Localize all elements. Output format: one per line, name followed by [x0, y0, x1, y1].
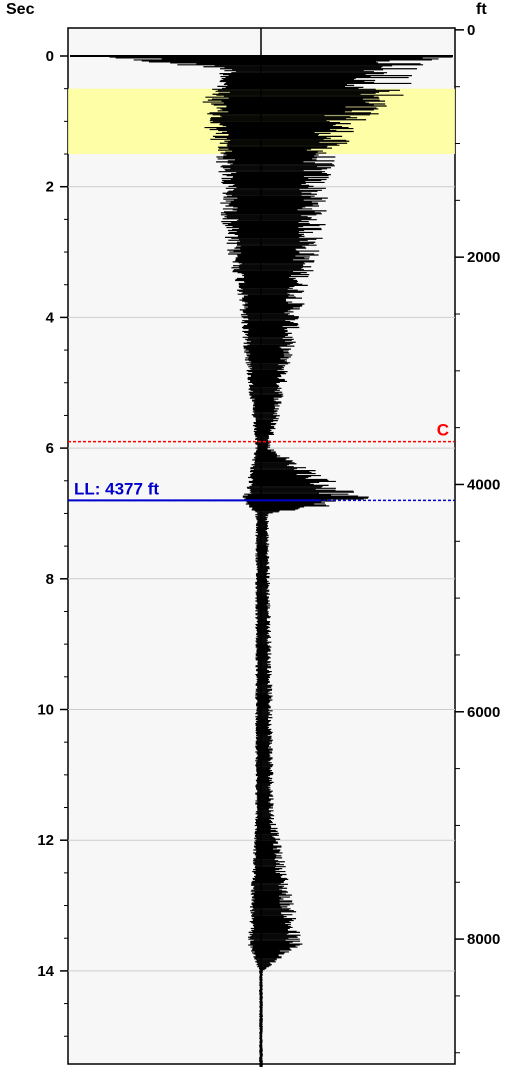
- right-axis-label: ft: [476, 1, 487, 18]
- left-tick-label: 14: [37, 963, 54, 980]
- left-tick-label: 0: [46, 48, 54, 65]
- marker-label-LL: LL: 4377 ft: [74, 479, 159, 498]
- left-tick-label: 6: [46, 440, 54, 457]
- right-tick-label: 4000: [467, 476, 500, 493]
- left-tick-label: 4: [46, 309, 55, 326]
- left-tick-label: 10: [37, 702, 54, 719]
- left-tick-label: 12: [37, 832, 54, 849]
- marker-label-C: C: [437, 421, 449, 440]
- right-tick-label: 2000: [467, 249, 500, 266]
- right-tick-label: 6000: [467, 704, 500, 721]
- right-axis: 0 2000 4000 6000 8000: [455, 22, 500, 1053]
- right-tick-label: 0: [467, 22, 475, 39]
- left-axis: 0 2 4 6 8 10 12 14: [37, 48, 68, 1067]
- left-tick-label: 8: [46, 571, 54, 588]
- left-tick-label: 2: [46, 179, 54, 196]
- left-axis-label: Sec: [6, 1, 35, 18]
- right-tick-label: 8000: [467, 931, 500, 948]
